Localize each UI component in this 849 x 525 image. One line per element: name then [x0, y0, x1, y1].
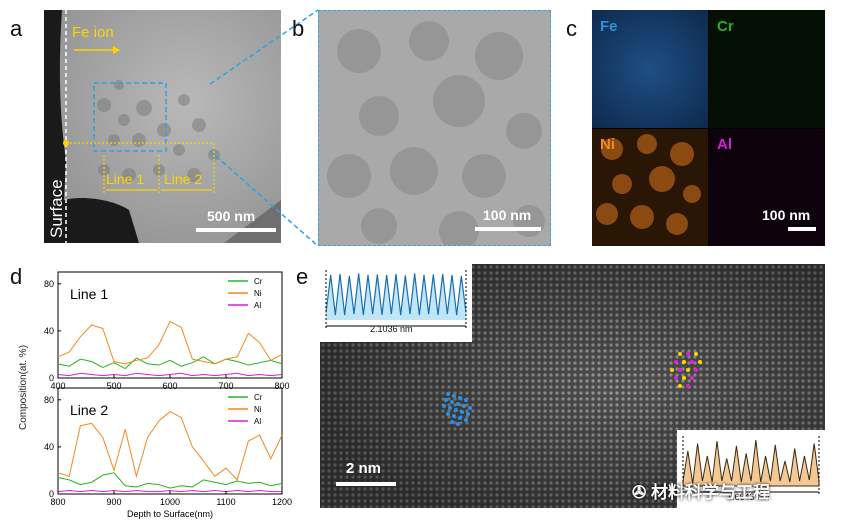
series-line-ni: [57, 410, 283, 481]
x-tick-label: 900: [106, 497, 121, 507]
y-tick-label: 80: [44, 395, 54, 405]
panel-d-xlabel: Depth to Surface(nm): [127, 509, 213, 519]
panel-d-ylabel: Composition(at. %): [18, 344, 29, 430]
panel-e-label: e: [296, 264, 309, 289]
panel-c-eds-maps: Fe Cr Ni Al 100 nm: [592, 10, 825, 246]
panel-b-label: b: [292, 16, 305, 41]
legend-label-cr: Cr: [254, 277, 263, 286]
panel-e-hrtem-image: 2.1036 nm 1.6643 nm 2 nm ✇ 材料科学与工程: [320, 264, 825, 508]
y-tick-label: 80: [44, 279, 54, 289]
ni-al-lattice-marker: [670, 352, 702, 388]
panel-c-scale-bar: [788, 227, 816, 231]
fe-ion-label: Fe ion: [72, 24, 114, 41]
panel-d-chart: 0 40 80 400 500 600 700 800 Line 1 Cr Ni Al 0 40 80 800…: [44, 271, 292, 519]
x-tick-label: 400: [50, 381, 65, 391]
cr-map: [709, 10, 825, 128]
inset2-measure: 1.6643 nm: [727, 492, 770, 502]
chart-title: Line 2: [70, 402, 108, 418]
series-line-cr: [57, 472, 283, 489]
panel-b-scale-label: 100 nm: [483, 207, 532, 223]
series-line-al: [57, 372, 283, 377]
profile-area: [682, 439, 820, 487]
al-map: [709, 129, 825, 246]
panel-a-stem-image: Fe ion Surface Line 1 Line 2 500 nm: [44, 10, 281, 243]
series-line-al: [57, 489, 282, 493]
x-tick-label: 1200: [272, 497, 292, 507]
al-map-label: Al: [717, 136, 732, 153]
panel-c-scale-label: 100 nm: [762, 207, 811, 223]
panel-a-scale-label: 500 nm: [207, 208, 256, 224]
composition-chart-2: 0 40 80 800 900 1000 1100 1200 Line 2 Cr Ni Al: [44, 387, 292, 507]
panel-b-scale-bar: [475, 227, 541, 231]
panel-e-scale-label: 2 nm: [346, 460, 382, 477]
fe-lattice-marker: [442, 392, 472, 426]
line2-label: Line 2: [164, 171, 203, 187]
y-tick-label: 40: [44, 326, 54, 336]
panel-b-stem-image: 100 nm: [318, 10, 551, 246]
wechat-icon: ✇: [632, 483, 651, 502]
x-tick-label: 600: [162, 381, 177, 391]
x-tick-label: 500: [106, 381, 121, 391]
legend-label-al: Al: [254, 301, 261, 310]
legend-label-ni: Ni: [254, 405, 262, 414]
watermark-text: 材料科学与工程: [650, 483, 770, 502]
x-tick-label: 700: [218, 381, 233, 391]
panel-e-scale-bar: [336, 482, 396, 486]
intensity-profile-inset-2: 1.6643 nm: [677, 430, 825, 508]
ni-map: [592, 129, 708, 246]
fe-map-label: Fe: [600, 18, 618, 35]
legend-label-ni: Ni: [254, 289, 262, 298]
profile-line: [325, 273, 467, 316]
y-tick-label: 40: [44, 442, 54, 452]
chart-title: Line 1: [70, 286, 108, 302]
x-tick-label: 1100: [216, 497, 235, 507]
y-tick-label: 0: [49, 489, 54, 499]
panel-a-scale-bar: [196, 228, 276, 232]
fe-map: [592, 10, 708, 128]
watermark: ✇ 材料科学与工程: [632, 478, 770, 503]
x-tick-label: 800: [274, 381, 289, 391]
x-tick-label: 800: [50, 497, 65, 507]
legend-label-cr: Cr: [254, 393, 263, 402]
composition-chart-1: 0 40 80 400 500 600 700 800 Line 1 Cr Ni Al: [44, 271, 290, 391]
panel-d-label: d: [10, 264, 23, 289]
series-line-ni: [57, 320, 283, 365]
intensity-profile-inset-1: 2.1036 nm: [320, 264, 472, 342]
profile-fill: [326, 273, 466, 320]
line1-label: Line 1: [106, 171, 145, 187]
series-line-cr: [57, 356, 283, 370]
panel-a-label: a: [10, 16, 23, 41]
cr-map-label: Cr: [717, 18, 734, 35]
legend-label-al: Al: [254, 417, 261, 426]
y-tick-label: 0: [49, 373, 54, 383]
panel-c-label: c: [566, 16, 577, 41]
ni-map-label: Ni: [600, 136, 615, 153]
inset1-measure: 2.1036 nm: [370, 324, 413, 334]
x-tick-label: 1000: [160, 497, 180, 507]
